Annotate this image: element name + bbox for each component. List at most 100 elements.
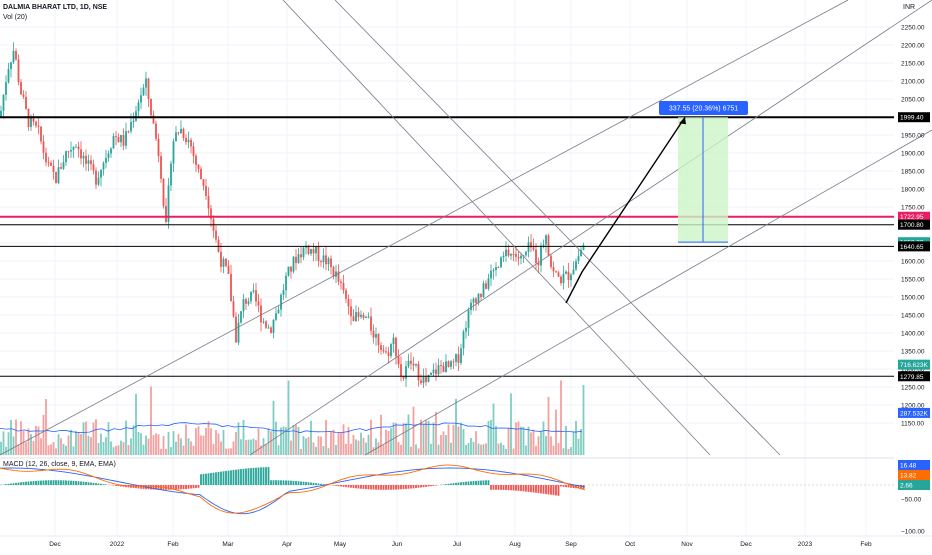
candle-body: [78, 147, 80, 150]
macd-histogram-bar: [250, 468, 252, 485]
volume-bar: [428, 421, 430, 455]
candle-body: [455, 354, 457, 361]
macd-histogram-bar: [358, 485, 360, 489]
macd-histogram-bar: [228, 471, 230, 485]
candle-body: [133, 121, 135, 122]
projection-label: 337.55 (20.36%) 6751: [669, 106, 738, 113]
macd-histogram-bar: [40, 481, 42, 485]
volume-bar: [243, 420, 245, 455]
macd-histogram-bar: [283, 480, 285, 485]
volume-bar: [228, 448, 230, 455]
time-tick-label: Sep: [565, 541, 577, 548]
volume-bar: [335, 445, 337, 455]
candle-body: [413, 364, 415, 366]
candle-body: [45, 153, 47, 162]
candle-body: [323, 255, 325, 262]
macd-histogram-bar: [213, 473, 215, 485]
volume-bar: [115, 446, 117, 455]
candle-body: [155, 123, 157, 138]
macd-histogram-bar: [230, 470, 232, 485]
volume-bar: [318, 436, 320, 455]
volume-bar: [123, 442, 125, 455]
volume-bar: [475, 431, 477, 455]
candle-body: [90, 160, 92, 164]
candle-body: [490, 271, 492, 279]
volume-bar: [160, 449, 162, 455]
candle-body: [300, 254, 302, 257]
candle-body: [433, 370, 435, 373]
volume-bar: [175, 442, 177, 455]
macd-histogram-bar: [43, 480, 45, 485]
candle-body: [273, 320, 275, 333]
macd-histogram-bar: [60, 480, 62, 485]
volume-bar: [303, 436, 305, 455]
candle-body: [315, 247, 317, 253]
candle-body: [223, 259, 225, 267]
volume-bar: [568, 449, 570, 455]
candle-body: [510, 254, 512, 256]
volume-bar: [50, 444, 52, 455]
macd-histogram-bar: [150, 485, 152, 489]
candle-body: [378, 334, 380, 345]
macd-histogram-bar: [83, 482, 85, 485]
macd-histogram-bar: [48, 480, 50, 485]
price-tick-label: 1600.00: [901, 259, 925, 266]
macd-histogram-bar: [178, 485, 180, 489]
macd-histogram-bar: [483, 480, 485, 485]
time-tick-label: Dec: [49, 541, 61, 548]
candle-body: [448, 361, 450, 367]
volume-bar: [40, 438, 42, 455]
candle-body: [488, 278, 490, 288]
volume-bar: [320, 437, 322, 455]
macd-histogram-bar: [525, 485, 527, 492]
candle-body: [113, 136, 115, 148]
macd-histogram-bar: [90, 483, 92, 485]
macd-histogram-bar: [168, 485, 170, 490]
macd-histogram-bar: [205, 474, 207, 485]
volume-bar: [178, 434, 180, 455]
macd-tick-label: −50.00: [901, 497, 921, 504]
volume-bar: [433, 423, 435, 455]
candle-body: [215, 231, 217, 240]
volume-bar: [278, 445, 280, 455]
candle-body: [345, 290, 347, 299]
candle-body: [228, 266, 230, 274]
volume-bar: [453, 425, 455, 455]
time-tick-label: Feb: [860, 541, 872, 548]
macd-histogram-bar: [388, 485, 390, 490]
candle-body: [245, 299, 247, 304]
volume-bar: [48, 445, 50, 455]
volume-bar: [485, 443, 487, 455]
volume-bar: [435, 412, 437, 455]
volume-bar: [270, 431, 272, 455]
volume-bar: [55, 448, 57, 455]
macd-histogram-bar: [13, 483, 15, 485]
macd-histogram-bar: [210, 473, 212, 485]
macd-histogram-bar: [298, 481, 300, 485]
volume-bar: [110, 441, 112, 455]
candle-body: [65, 151, 67, 162]
time-tick-label: Apr: [282, 541, 293, 548]
candle-body: [460, 348, 462, 362]
volume-bar: [43, 415, 45, 455]
candle-body: [240, 311, 242, 322]
volume-bar: [58, 434, 60, 455]
candle-body: [283, 290, 285, 295]
volume-bar: [138, 432, 140, 455]
candle-body: [15, 51, 17, 59]
candle-body: [310, 249, 312, 254]
macd-histogram-bar: [30, 481, 32, 485]
candle-body: [115, 136, 117, 137]
candle-body: [23, 94, 25, 96]
candle-body: [583, 245, 585, 250]
macd-histogram-bar: [353, 485, 355, 488]
macd-histogram-bar: [460, 482, 462, 485]
candle-body: [480, 294, 482, 297]
candle-body: [270, 328, 272, 333]
volume-bar: [580, 429, 582, 455]
macd-histogram-bar: [410, 485, 412, 489]
volume-bar: [465, 445, 467, 455]
volume-bar: [378, 442, 380, 455]
macd-histogram-bar: [310, 483, 312, 485]
